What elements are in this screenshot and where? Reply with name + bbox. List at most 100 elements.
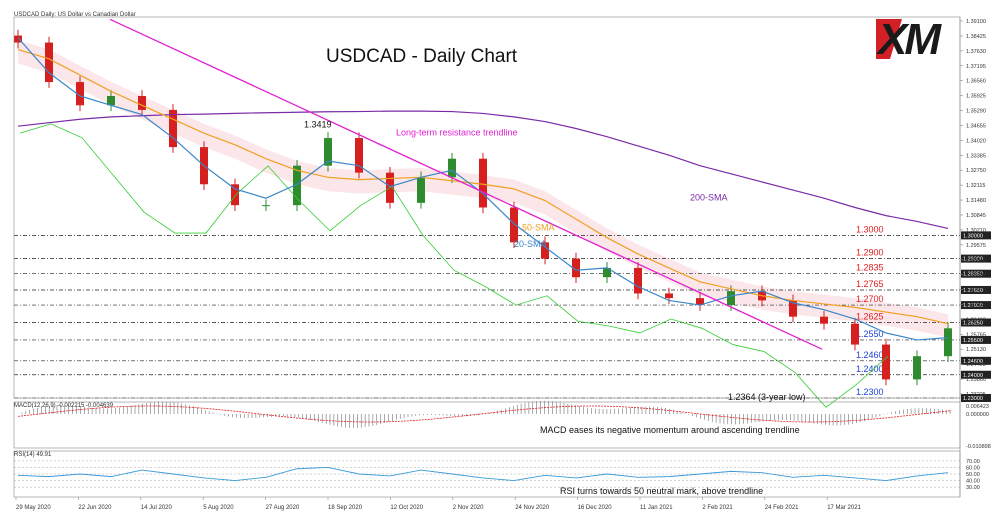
level-tag-text: 1.27000 xyxy=(963,303,983,309)
candle-body xyxy=(913,356,921,380)
macd-annotation: MACD eases its negative momentum around … xyxy=(540,425,800,435)
level-tag-text: 1.27650 xyxy=(963,288,983,294)
chart-title: USDCAD - Daily Chart xyxy=(326,46,518,67)
level-label-1.2700: 1.2700 xyxy=(856,294,884,304)
candlesticks xyxy=(14,29,952,386)
candle-body xyxy=(479,158,487,208)
candle-body xyxy=(231,184,239,206)
peak-label: 1.3419 xyxy=(304,119,332,129)
y-tick-label: 1.25765 xyxy=(966,332,986,338)
candle-body xyxy=(572,258,580,278)
level-tag-bg xyxy=(961,356,991,365)
candle-body xyxy=(324,138,332,166)
y-tick-label: 1.23225 xyxy=(966,392,986,398)
candle-body xyxy=(727,291,735,306)
y-tick-label: 1.28940 xyxy=(966,258,986,264)
y-tick-label: 1.24495 xyxy=(966,362,986,368)
candle-body xyxy=(14,35,22,43)
rsi-annotation: RSI turns towards 50 neutral mark, above… xyxy=(560,486,763,496)
level-tag-bg xyxy=(961,335,991,344)
trendline-label: Long-term resistance trendline xyxy=(396,127,518,137)
candle-body xyxy=(634,267,642,294)
resistance-trendline xyxy=(109,18,823,350)
y-tick-label: 1.33385 xyxy=(966,153,986,159)
y-tick-label: 1.32115 xyxy=(966,183,985,189)
candle-body xyxy=(262,205,270,207)
rsi-y-tick: 70.00 xyxy=(966,459,980,465)
level-tag-text: 1.26250 xyxy=(963,320,983,326)
x-tick-label: 11 Jan 2021 xyxy=(640,505,673,511)
candle-body xyxy=(665,293,673,299)
candle-body xyxy=(541,242,549,259)
candle-body xyxy=(603,267,611,278)
level-tag-bg xyxy=(961,285,991,294)
y-tick-label: 1.27670 xyxy=(966,288,986,294)
macd-y-tick: -0.010898 xyxy=(966,444,991,450)
x-tick-label: 2 Feb 2021 xyxy=(702,505,733,511)
candle-body xyxy=(820,316,828,324)
level-tag-text: 1.29000 xyxy=(963,257,983,263)
y-tick-label: 1.38425 xyxy=(966,34,986,40)
y-tick-label: 1.34655 xyxy=(966,123,986,129)
rsi-y-tick: 60.00 xyxy=(966,465,980,471)
level-tag-text: 1.23000 xyxy=(963,396,983,402)
x-tick-label: 22 Jun 2020 xyxy=(78,505,112,511)
level-tag-bg xyxy=(961,318,991,327)
level-label-1.2900: 1.2900 xyxy=(856,248,884,258)
level-label-1.2300: 1.2300 xyxy=(856,387,884,397)
xm-logo-text: XM xyxy=(878,15,941,64)
sma200-label: 200-SMA xyxy=(690,193,728,203)
panel-frame-1 xyxy=(13,401,961,449)
macd-panel-header: MACD(12,26,9) -0.002215 -0.004639 xyxy=(14,403,114,409)
series-200-SMA xyxy=(17,110,949,229)
level-label-1.3000: 1.3000 xyxy=(856,224,884,234)
x-tick-label: 27 Aug 2020 xyxy=(266,505,300,511)
y-tick-label: 1.27035 xyxy=(966,302,986,308)
y-tick-label: 1.37630 xyxy=(966,49,986,55)
y-tick-label: 1.26400 xyxy=(966,317,986,323)
level-tag-bg xyxy=(961,231,991,240)
level-label-1.2625: 1.2625 xyxy=(856,311,884,321)
x-tick-label: 2 Nov 2020 xyxy=(453,505,484,511)
candle-body xyxy=(293,165,301,206)
candle-body xyxy=(789,300,797,317)
y-tick-label: 1.35925 xyxy=(966,94,986,100)
low-label: 1.2364 (3-year low) xyxy=(728,392,806,402)
level-tag-text: 1.25500 xyxy=(963,338,983,344)
x-tick-label: 17 Mar 2021 xyxy=(827,505,861,511)
candle-body xyxy=(510,207,518,243)
level-tag-bg xyxy=(961,301,991,310)
sma50-label: 50-SMA xyxy=(522,223,555,233)
macd-y-tick: 0.000000 xyxy=(966,412,989,418)
y-tick-label: 1.39100 xyxy=(966,19,986,25)
candle-body xyxy=(45,42,53,83)
series-20-SMA xyxy=(17,37,949,341)
x-tick-label: 18 Sep 2020 xyxy=(328,505,363,511)
x-tick-label: 12 Oct 2020 xyxy=(390,505,423,511)
series-50-SMA xyxy=(17,48,949,325)
rsi-y-tick: 40.00 xyxy=(966,479,980,485)
x-tick-label: 5 Aug 2020 xyxy=(203,505,234,511)
xm-logo: XM xyxy=(872,13,980,65)
level-tag-text: 1.24600 xyxy=(963,359,983,365)
macd-signal-line xyxy=(17,405,951,423)
horizontal-levels: 1.30001.300001.29001.290001.28351.283501… xyxy=(14,224,991,402)
y-tick-label: 1.32750 xyxy=(966,168,986,174)
chikou-line xyxy=(19,123,889,408)
y-tick-label: 1.35290 xyxy=(966,109,986,115)
price-panel-header: USDCAD Daily: US Dollar vs Canadian Doll… xyxy=(14,12,136,18)
sma20-label: 20-SMA xyxy=(514,239,547,249)
candle-body xyxy=(107,95,115,106)
y-tick-label: 1.34020 xyxy=(966,138,986,144)
axes: 1.39100 1.38425 1.37630 1.37195 1.36560 1.359… xyxy=(13,16,986,511)
indicator-lines xyxy=(17,18,949,408)
candle-body xyxy=(696,298,704,306)
x-tick-label: 24 Nov 2020 xyxy=(515,505,550,511)
x-tick-label: 16 Dec 2020 xyxy=(578,505,613,511)
level-tag-bg xyxy=(961,254,991,263)
level-tag-bg xyxy=(961,394,991,402)
candle-body xyxy=(355,138,363,173)
level-tag-text: 1.28350 xyxy=(963,272,983,278)
